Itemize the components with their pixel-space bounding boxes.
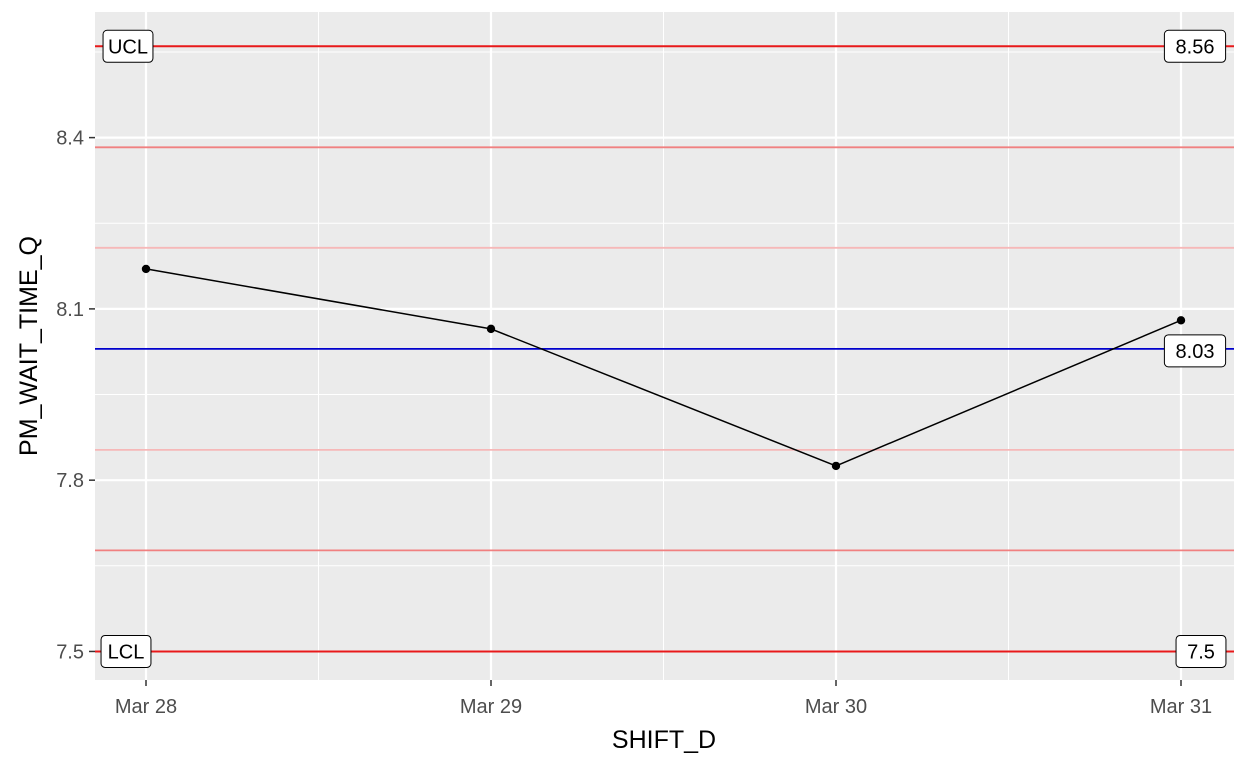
x-tick-label: Mar 29 [460,696,522,718]
data-point [486,324,496,334]
y-tick-label: 8.1 [56,299,84,321]
axes: 7.5 7.8 8.1 8.4 Mar 28 Mar 29 Mar 30 Mar 31 [56,128,1212,718]
y-tick-label: 7.5 [56,641,84,663]
center-value-label-text: 8.03 [1176,341,1215,363]
ucl-value-label-text: 8.56 [1176,36,1215,58]
ucl-name-label-text: UCL [108,36,148,58]
lcl-name-label-box [100,634,152,668]
y-tick-label: 8.4 [56,128,84,150]
x-tick-label: Mar 31 [1150,696,1212,718]
lcl-value-label-text: 7.5 [1187,641,1215,663]
y-axis-title: PM_WAIT_TIME_Q [15,236,43,456]
data-series [141,264,1186,471]
lcl-value-label: 7.5 [1175,634,1227,668]
y-tick-label: 7.8 [56,470,84,492]
data-point [831,461,841,471]
ucl-name-label: UCL [102,29,154,63]
x-tick-label: Mar 28 [115,696,177,718]
lcl-name-label-text: LCL [108,641,145,663]
data-point [1176,316,1186,325]
limit-labels: UCL 8.56 LCL 7.5 8.03 [100,29,1227,668]
plot-panel [95,12,1234,680]
ucl-value-label-box [1163,29,1227,63]
x-tick-label: Mar 30 [805,696,867,718]
center-value-label: 8.03 [1163,334,1227,368]
ucl-name-label-box [102,29,154,63]
ucl-value-label: 8.56 [1163,29,1227,63]
lcl-value-label-box [1175,634,1227,668]
data-point [141,264,151,274]
grid-lines [95,12,1234,680]
x-axis-title: SHIFT_D [612,726,716,754]
series-line [145,268,1182,467]
reference-lines [95,45,1234,653]
lcl-name-label: LCL [100,634,152,668]
center-value-label-box [1163,334,1227,368]
